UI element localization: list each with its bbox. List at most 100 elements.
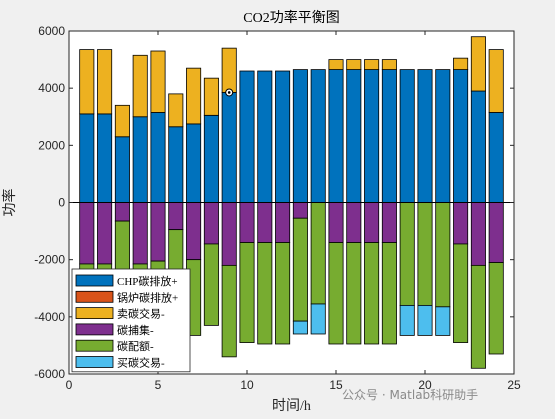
bar-3-x6 <box>168 93 184 128</box>
bar-4-x3 <box>114 202 130 222</box>
x-axis-label: 时间/h <box>272 398 311 414</box>
bar-1-x5 <box>150 112 166 203</box>
bar-4-x18 <box>381 202 397 243</box>
y-axis-label: 功率 <box>1 189 18 217</box>
bar-5-x12 <box>275 242 291 345</box>
bar-4-x6 <box>168 202 184 231</box>
bar-5-x17 <box>364 242 380 345</box>
legend: CHP碳排放+ 锅炉碳排放+ 卖碳交易- 碳捕集- 碳配额- 买碳交易- <box>71 268 191 373</box>
bar-1-x4 <box>132 116 148 203</box>
bar-1-x1 <box>79 113 95 203</box>
bar-6-x14 <box>310 303 326 335</box>
bar-1-x3 <box>114 136 130 203</box>
annotation-group <box>225 88 234 97</box>
bar-3-x16 <box>346 59 362 70</box>
bar-4-x7 <box>186 202 202 261</box>
bar-3-x24 <box>488 49 504 113</box>
bar-4-x22 <box>453 202 469 245</box>
legend-swatch-5 <box>75 339 114 352</box>
x-tick-label: 0 <box>66 378 73 392</box>
bar-3-x5 <box>150 50 166 113</box>
bar-4-x10 <box>239 202 255 243</box>
bar-1-x10 <box>239 70 255 203</box>
bar-1-x9 <box>221 92 237 203</box>
bar-3-x4 <box>132 54 148 118</box>
bar-5-x19 <box>399 202 415 306</box>
bar-3-x18 <box>381 59 397 70</box>
bar-1-x20 <box>417 69 433 203</box>
bar-6-x21 <box>435 306 451 336</box>
bar-5-x18 <box>381 242 397 345</box>
y-tick-label: 6000 <box>38 24 65 38</box>
y-tick-label: 0 <box>58 196 65 210</box>
bar-3-x8 <box>203 77 219 116</box>
x-tick-label: 5 <box>155 378 162 392</box>
legend-label-6: 买碳交易- <box>117 356 165 370</box>
bar-1-x11 <box>257 70 273 203</box>
legend-swatch-6 <box>75 356 114 368</box>
legend-label-1: CHP碳排放+ <box>117 274 178 288</box>
bar-1-x8 <box>203 114 219 203</box>
bar-4-x12 <box>275 202 291 243</box>
bar-1-x12 <box>275 70 291 203</box>
bar-1-x19 <box>399 69 415 203</box>
bar-5-x20 <box>417 202 433 306</box>
bar-4-x15 <box>328 202 344 243</box>
bar-4-x11 <box>257 202 273 243</box>
bar-4-x5 <box>150 202 166 262</box>
watermark-text: 公众号 · Matlab科研助手 <box>342 388 479 402</box>
bar-4-x17 <box>364 202 380 243</box>
bar-4-x13 <box>292 202 308 219</box>
bar-5-x10 <box>239 242 255 343</box>
bar-4-x16 <box>346 202 362 243</box>
bar-5-x9 <box>221 264 237 358</box>
bar-3-x3 <box>114 104 130 138</box>
legend-label-5: 碳配额- <box>117 339 154 353</box>
bar-5-x22 <box>453 243 469 343</box>
bar-5-x11 <box>257 242 273 345</box>
bar-5-x15 <box>328 242 344 345</box>
bar-4-x9 <box>221 202 237 266</box>
legend-label-3: 卖碳交易- <box>117 307 165 321</box>
bar-4-x8 <box>203 202 219 245</box>
legend-label-4: 碳捕集- <box>117 323 154 337</box>
bar-1-x17 <box>364 69 380 203</box>
bar-4-x23 <box>470 202 486 266</box>
bar-1-x21 <box>435 69 451 203</box>
axes: 0 5 10 15 20 25 -6000 -4000 -2000 0 2000 4000 6000 <box>34 24 521 392</box>
bar-5-x14 <box>310 202 326 305</box>
y-tick-label: 4000 <box>38 81 65 95</box>
y-tick-label: -6000 <box>34 367 65 381</box>
x-tick-label: 25 <box>507 378 521 392</box>
y-tick-label: 2000 <box>38 138 65 152</box>
data-tip-marker-dot <box>227 91 231 94</box>
bar-4-x1 <box>79 202 95 265</box>
bar-3-x2 <box>97 49 113 115</box>
bar-1-x16 <box>346 69 362 203</box>
bar-3-x9 <box>221 47 237 93</box>
legend-swatch-4 <box>75 323 114 336</box>
bar-5-x21 <box>435 202 451 308</box>
bar-3-x1 <box>79 49 95 115</box>
bar-1-x14 <box>310 69 326 203</box>
chart-title: CO2功率平衡图 <box>243 9 339 26</box>
bar-5-x16 <box>346 242 362 345</box>
legend-swatch-2 <box>75 290 114 303</box>
bar-3-x23 <box>470 36 486 92</box>
legend-label-2: 锅炉碳排放+ <box>117 290 178 304</box>
bar-series-group <box>79 36 504 369</box>
bar-1-x13 <box>292 69 308 203</box>
bar-5-x23 <box>470 264 486 369</box>
legend-swatch-3 <box>75 307 114 320</box>
bar-6-x13 <box>292 320 308 335</box>
x-tick-label: 15 <box>329 378 343 392</box>
bar-6-x20 <box>417 304 433 336</box>
bar-3-x15 <box>328 59 344 70</box>
y-tick-label: -4000 <box>34 310 65 324</box>
x-tick-label: 20 <box>418 378 432 392</box>
bar-5-x13 <box>292 217 308 322</box>
bar-1-x6 <box>168 126 184 203</box>
bar-4-x4 <box>132 202 148 265</box>
bar-1-x15 <box>328 69 344 203</box>
